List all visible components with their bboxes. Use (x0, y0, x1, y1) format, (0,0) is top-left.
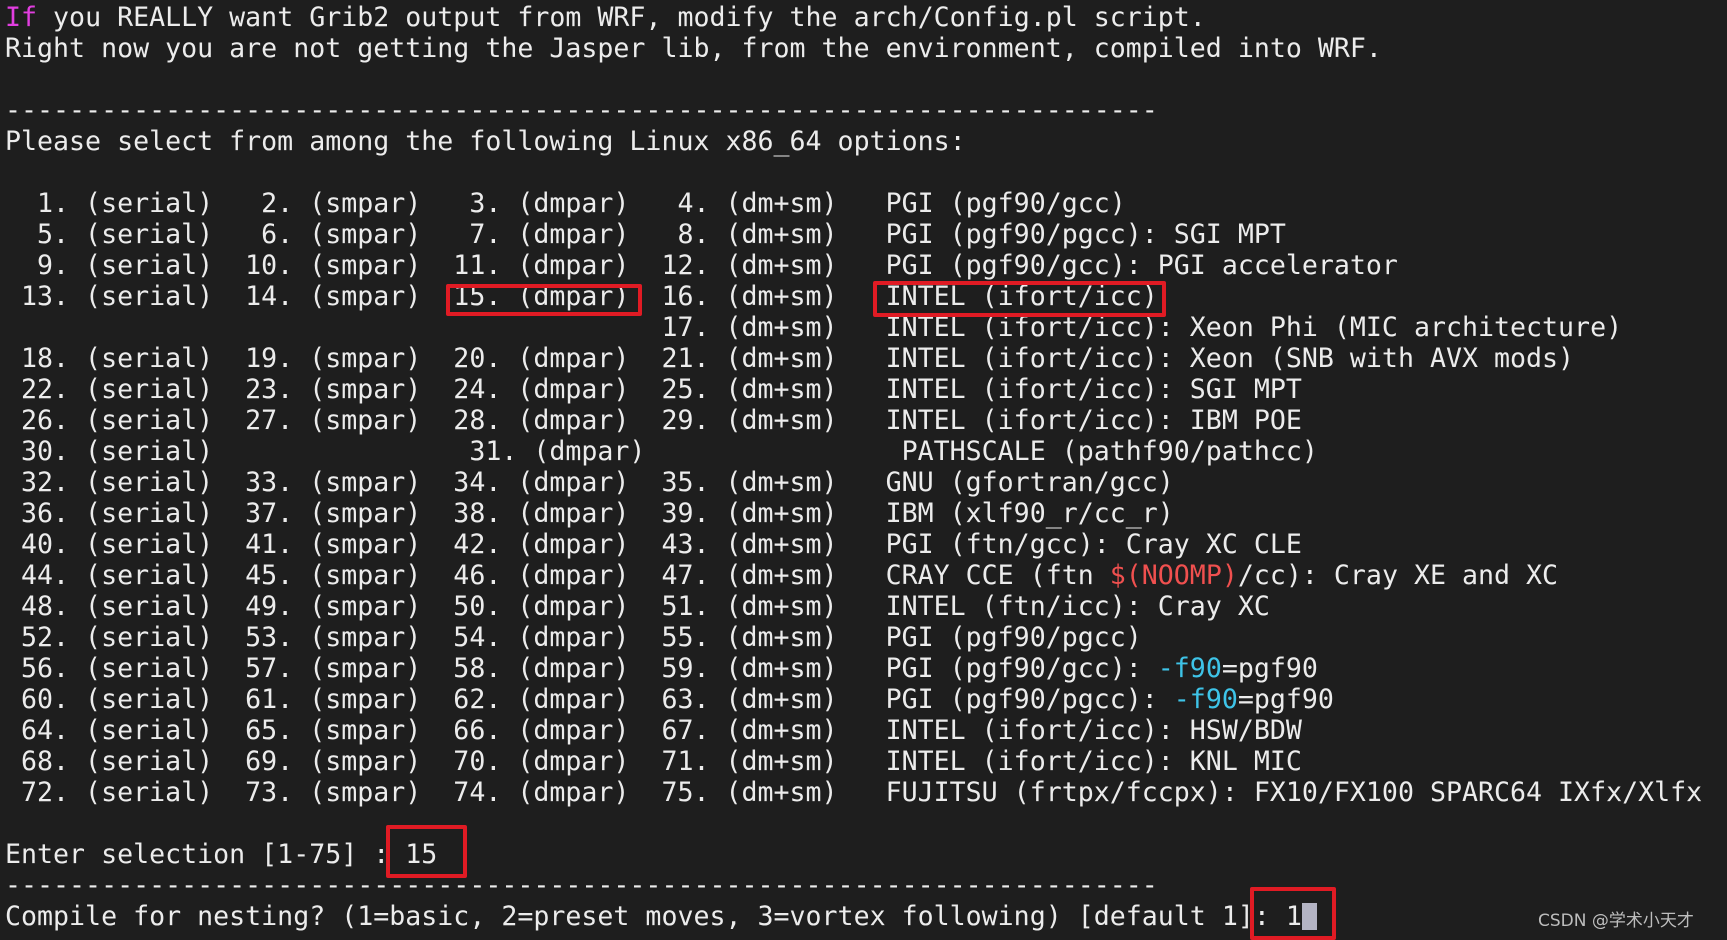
terminal-line: 40. (serial) 41. (smpar) 42. (dmpar) 43.… (5, 529, 1702, 560)
terminal-line (5, 808, 1702, 839)
highlighted-text-flag: -f90 (1157, 653, 1222, 684)
terminal-line: 30. (serial) 31. (dmpar) PATHSCALE (path… (5, 436, 1702, 467)
line-text: 60. (serial) 61. (smpar) 62. (dmpar) 63.… (5, 684, 1174, 715)
highlighted-text-flag: -f90 (1173, 684, 1238, 715)
terminal-line: 60. (serial) 61. (smpar) 62. (dmpar) 63.… (5, 684, 1702, 715)
terminal-line: 52. (serial) 53. (smpar) 54. (dmpar) 55.… (5, 622, 1702, 653)
terminal-line: Right now you are not getting the Jasper… (5, 33, 1702, 64)
terminal-line: 1. (serial) 2. (smpar) 3. (dmpar) 4. (dm… (5, 188, 1702, 219)
line-text: 17. (dm+sm) INTEL (ifort/icc): Xeon Phi … (5, 312, 1623, 343)
terminal-line: ----------------------------------------… (5, 870, 1702, 901)
line-text: 36. (serial) 37. (smpar) 38. (dmpar) 39.… (5, 498, 1174, 529)
highlight-box-intel-ifort-icc (873, 281, 1166, 317)
highlighted-text-variable: $(NOOMP) (1109, 560, 1238, 591)
terminal-line: 72. (serial) 73. (smpar) 74. (dmpar) 75.… (5, 777, 1702, 808)
line-text: 18. (serial) 19. (smpar) 20. (dmpar) 21.… (5, 343, 1575, 374)
line-text: Please select from among the following L… (5, 126, 966, 157)
line-text: 30. (serial) 31. (dmpar) PATHSCALE (path… (5, 436, 1318, 467)
line-text: /cc): Cray XE and XC (1237, 560, 1559, 591)
line-text: 40. (serial) 41. (smpar) 42. (dmpar) 43.… (5, 529, 1302, 560)
line-text: 22. (serial) 23. (smpar) 24. (dmpar) 25.… (5, 374, 1302, 405)
line-text: ----------------------------------------… (5, 95, 1158, 126)
line-text: 5. (serial) 6. (smpar) 7. (dmpar) 8. (dm… (5, 219, 1286, 250)
line-text: =pgf90 (1237, 684, 1334, 715)
terminal-line: 17. (dm+sm) INTEL (ifort/icc): Xeon Phi … (5, 312, 1702, 343)
line-text: Compile for nesting? (1=basic, 2=preset … (5, 901, 1302, 932)
terminal-line (5, 157, 1702, 188)
terminal-line: 22. (serial) 23. (smpar) 24. (dmpar) 25.… (5, 374, 1702, 405)
terminal-line: 5. (serial) 6. (smpar) 7. (dmpar) 8. (dm… (5, 219, 1702, 250)
terminal-line: 32. (serial) 33. (smpar) 34. (dmpar) 35.… (5, 467, 1702, 498)
line-text: 44. (serial) 45. (smpar) 46. (dmpar) 47.… (5, 560, 1110, 591)
highlighted-text-keyword: If (5, 2, 38, 33)
line-text: Right now you are not getting the Jasper… (5, 33, 1382, 64)
line-text: 56. (serial) 57. (smpar) 58. (dmpar) 59.… (5, 653, 1158, 684)
line-text: 1. (serial) 2. (smpar) 3. (dmpar) 4. (dm… (5, 188, 1126, 219)
terminal-line: 56. (serial) 57. (smpar) 58. (dmpar) 59.… (5, 653, 1702, 684)
highlight-box-nesting-input (1250, 887, 1336, 940)
terminal-line: 64. (serial) 65. (smpar) 66. (dmpar) 67.… (5, 715, 1702, 746)
line-text: 72. (serial) 73. (smpar) 74. (dmpar) 75.… (5, 777, 1703, 808)
terminal-line: 44. (serial) 45. (smpar) 46. (dmpar) 47.… (5, 560, 1702, 591)
terminal-line: 36. (serial) 37. (smpar) 38. (dmpar) 39.… (5, 498, 1702, 529)
line-text: 26. (serial) 27. (smpar) 28. (dmpar) 29.… (5, 405, 1302, 436)
terminal-line: 18. (serial) 19. (smpar) 20. (dmpar) 21.… (5, 343, 1702, 374)
line-text: 13. (serial) 14. (smpar) 15. (dmpar) 16.… (5, 281, 1158, 312)
highlight-box-selection-input (386, 825, 467, 878)
terminal-output[interactable]: If you REALLY want Grib2 output from WRF… (5, 2, 1702, 932)
terminal-line: Please select from among the following L… (5, 126, 1702, 157)
terminal-line: ----------------------------------------… (5, 95, 1702, 126)
line-text: you REALLY want Grib2 output from WRF, m… (37, 2, 1206, 33)
terminal-line: Compile for nesting? (1=basic, 2=preset … (5, 901, 1702, 932)
terminal-line: 9. (serial) 10. (smpar) 11. (dmpar) 12. … (5, 250, 1702, 281)
terminal-line: 68. (serial) 69. (smpar) 70. (dmpar) 71.… (5, 746, 1702, 777)
line-text: 32. (serial) 33. (smpar) 34. (dmpar) 35.… (5, 467, 1174, 498)
watermark: CSDN @学术小天才 (1538, 911, 1694, 931)
line-text: Enter selection [1-75] : 15 (5, 839, 438, 870)
line-text: ----------------------------------------… (5, 870, 1158, 901)
terminal-line: 48. (serial) 49. (smpar) 50. (dmpar) 51.… (5, 591, 1702, 622)
terminal-line (5, 64, 1702, 95)
line-text: 68. (serial) 69. (smpar) 70. (dmpar) 71.… (5, 746, 1302, 777)
line-text: 9. (serial) 10. (smpar) 11. (dmpar) 12. … (5, 250, 1398, 281)
line-text: 64. (serial) 65. (smpar) 66. (dmpar) 67.… (5, 715, 1302, 746)
line-text: 48. (serial) 49. (smpar) 50. (dmpar) 51.… (5, 591, 1270, 622)
terminal-line: 13. (serial) 14. (smpar) 15. (dmpar) 16.… (5, 281, 1702, 312)
highlight-box-option-15 (446, 284, 642, 316)
terminal-line: Enter selection [1-75] : 15 (5, 839, 1702, 870)
line-text: =pgf90 (1221, 653, 1318, 684)
line-text: 52. (serial) 53. (smpar) 54. (dmpar) 55.… (5, 622, 1142, 653)
text-cursor (1301, 903, 1317, 930)
terminal-line: If you REALLY want Grib2 output from WRF… (5, 2, 1702, 33)
terminal-line: 26. (serial) 27. (smpar) 28. (dmpar) 29.… (5, 405, 1702, 436)
